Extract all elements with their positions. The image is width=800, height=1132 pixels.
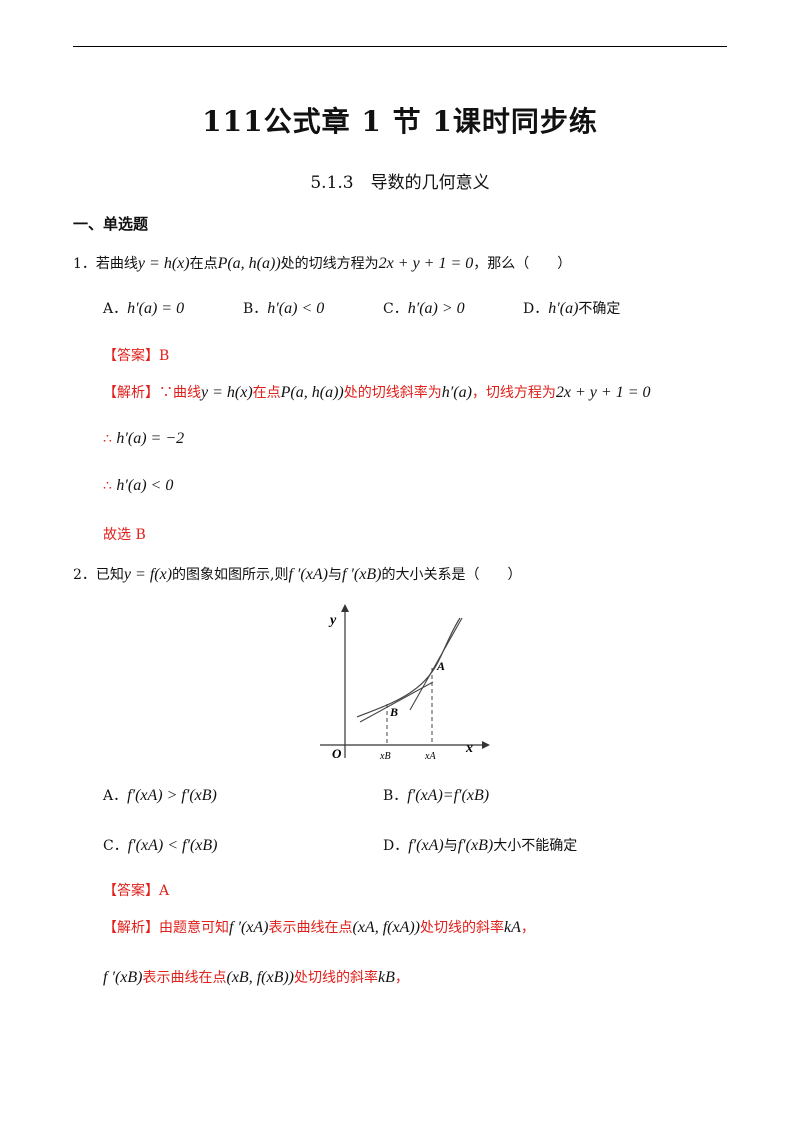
analysis-tag: 【解析】: [103, 385, 159, 401]
analysis-point-b: (xB, f(xB)): [226, 969, 294, 986]
option-expr: f′(xA): [408, 837, 444, 854]
option-expr: h′(a): [548, 300, 579, 317]
step-expr: h′(a) = −2: [116, 430, 185, 447]
tangent-at-b: [359, 681, 434, 723]
x-axis-label: x: [465, 741, 473, 756]
analysis-curve-eq: y = h(x): [201, 384, 253, 401]
q1-text-b: 在点: [189, 256, 218, 272]
analysis-text: 处切线的斜率: [294, 970, 378, 986]
analysis-text: 在点: [252, 385, 281, 401]
q1-analysis: 【解析】∵曲线y = h(x)在点P(a, h(a))处的切线斜率为h′(a)，…: [103, 382, 651, 402]
q2-number: 2．: [73, 567, 96, 583]
analysis-text: 表示曲线在点: [142, 970, 227, 986]
q1-option-b[interactable]: B．h′(a) < 0: [243, 298, 324, 318]
option-label: D．: [523, 301, 549, 317]
q2-fxa: f ′(xA): [288, 566, 328, 583]
q2-text-b: 的图象如图所示,则: [172, 567, 289, 583]
y-axis-label: y: [328, 613, 337, 628]
option-expr-2: f′(xB): [457, 837, 494, 854]
analysis-kb: kB: [378, 969, 395, 986]
option-label: C．: [383, 301, 408, 317]
q2-func-eq: y = f(x): [123, 566, 173, 583]
analysis-tangent-eq: 2x + y + 1 = 0: [555, 384, 651, 401]
q1-step-1: ∴ h′(a) = −2: [103, 430, 184, 448]
header-rule: [73, 46, 727, 47]
analysis-fxa: f ′(xA): [229, 919, 269, 936]
analysis-text: 由题意可知: [159, 920, 229, 936]
xb-label: xB: [379, 751, 391, 760]
point-a-label: A: [436, 659, 445, 673]
q1-text-a: 若曲线: [95, 256, 138, 272]
q1-text-c: 处的切线方程为: [280, 256, 379, 272]
page-subtitle: 5.1.3 导数的几何意义: [310, 173, 490, 193]
function-graph: y x O B A xB xA: [320, 604, 490, 760]
tangent-at-a: [409, 617, 463, 711]
curve: [356, 617, 461, 718]
option-mid: 与: [443, 838, 458, 854]
analysis-point-eq: P(a, h(a)): [280, 384, 344, 401]
q1-point-eq: P(a, h(a)): [217, 255, 281, 272]
q1-curve-eq: y = h(x): [137, 255, 190, 272]
q1-number: 1．: [73, 256, 96, 272]
q1-tangent-eq: 2x + y + 1 = 0: [378, 255, 474, 272]
q2-analysis-line-2: f ′(xB)表示曲线在点(xB, f(xB))处切线的斜率kB，: [103, 967, 409, 987]
q1-answer: 【答案】B: [103, 348, 170, 364]
option-expr: f′(xA) > f′(xB): [127, 787, 217, 804]
therefore-symbol: ∴: [103, 478, 112, 494]
analysis-text: 处的切线斜率为: [343, 385, 442, 401]
analysis-point-a: (xA, f(xA)): [352, 919, 420, 936]
q1-conclusion: 故选 B: [103, 527, 146, 543]
question-2: 2．已知y = f(x)的图象如图所示,则f ′(xA)与f ′(xB)的大小关…: [73, 564, 521, 584]
analysis-slope-expr: h′(a): [441, 384, 472, 401]
q1-option-d[interactable]: D．h′(a)不确定: [523, 298, 620, 318]
analysis-text: 表示曲线在点: [268, 920, 353, 936]
section-title: 一、单选题: [73, 215, 149, 233]
option-label: D．: [383, 838, 409, 854]
option-label: A．: [103, 301, 128, 317]
q2-text-d: 的大小关系是（ ）: [381, 567, 522, 583]
q2-text-a: 已知: [95, 567, 124, 583]
q2-fxb: f ′(xB): [341, 566, 382, 583]
therefore-symbol: ∴: [103, 431, 112, 447]
option-expr: h′(a) < 0: [267, 300, 325, 317]
q2-option-a[interactable]: A．f′(xA) > f′(xB): [103, 785, 217, 805]
option-expr: f′(xA)=f′(xB): [407, 787, 490, 804]
q1-option-a[interactable]: A．h′(a) = 0: [103, 298, 184, 318]
option-suffix: 不确定: [578, 301, 621, 317]
option-suffix: 大小不能确定: [493, 838, 578, 854]
analysis-text: 处切线的斜率: [420, 920, 504, 936]
option-expr: h′(a) = 0: [127, 300, 185, 317]
option-expr: f′(xA) < f′(xB): [127, 837, 218, 854]
x-axis-arrow: [482, 741, 490, 749]
analysis-comma: ，: [394, 970, 409, 986]
analysis-text: ，切线方程为: [471, 385, 556, 401]
q2-option-b[interactable]: B．f′(xA)=f′(xB): [383, 785, 489, 805]
q1-option-c[interactable]: C．h′(a) > 0: [383, 298, 465, 318]
analysis-tag: 【解析】: [103, 920, 159, 936]
option-expr: h′(a) > 0: [407, 300, 465, 317]
point-b-label: B: [389, 705, 398, 719]
q2-text-c: 与: [327, 567, 342, 583]
q2-analysis-line-1: 【解析】由题意可知f ′(xA)表示曲线在点(xA, f(xA))处切线的斜率k…: [103, 917, 535, 937]
q1-text-d: ，那么（ ）: [473, 256, 572, 272]
q2-answer: 【答案】A: [103, 883, 170, 899]
analysis-fxb: f ′(xB): [103, 969, 143, 986]
question-1: 1．若曲线y = h(x)在点P(a, h(a))处的切线方程为2x + y +…: [73, 253, 571, 273]
q2-option-d[interactable]: D．f′(xA)与f′(xB)大小不能确定: [383, 835, 577, 855]
q1-step-2: ∴ h′(a) < 0: [103, 477, 173, 495]
origin-label: O: [332, 746, 342, 760]
analysis-ka: kA: [504, 919, 521, 936]
analysis-comma: ，: [520, 920, 535, 936]
analysis-text: ∵曲线: [159, 385, 201, 401]
option-label: B．: [383, 788, 408, 804]
page-title: 111公式章 1 节 1课时同步练: [202, 105, 598, 138]
option-label: A．: [103, 788, 128, 804]
option-label: C．: [103, 838, 128, 854]
xa-label: xA: [424, 751, 436, 760]
step-expr: h′(a) < 0: [116, 477, 174, 494]
y-axis-arrow: [341, 604, 349, 612]
q2-option-c[interactable]: C．f′(xA) < f′(xB): [103, 835, 217, 855]
option-label: B．: [243, 301, 268, 317]
